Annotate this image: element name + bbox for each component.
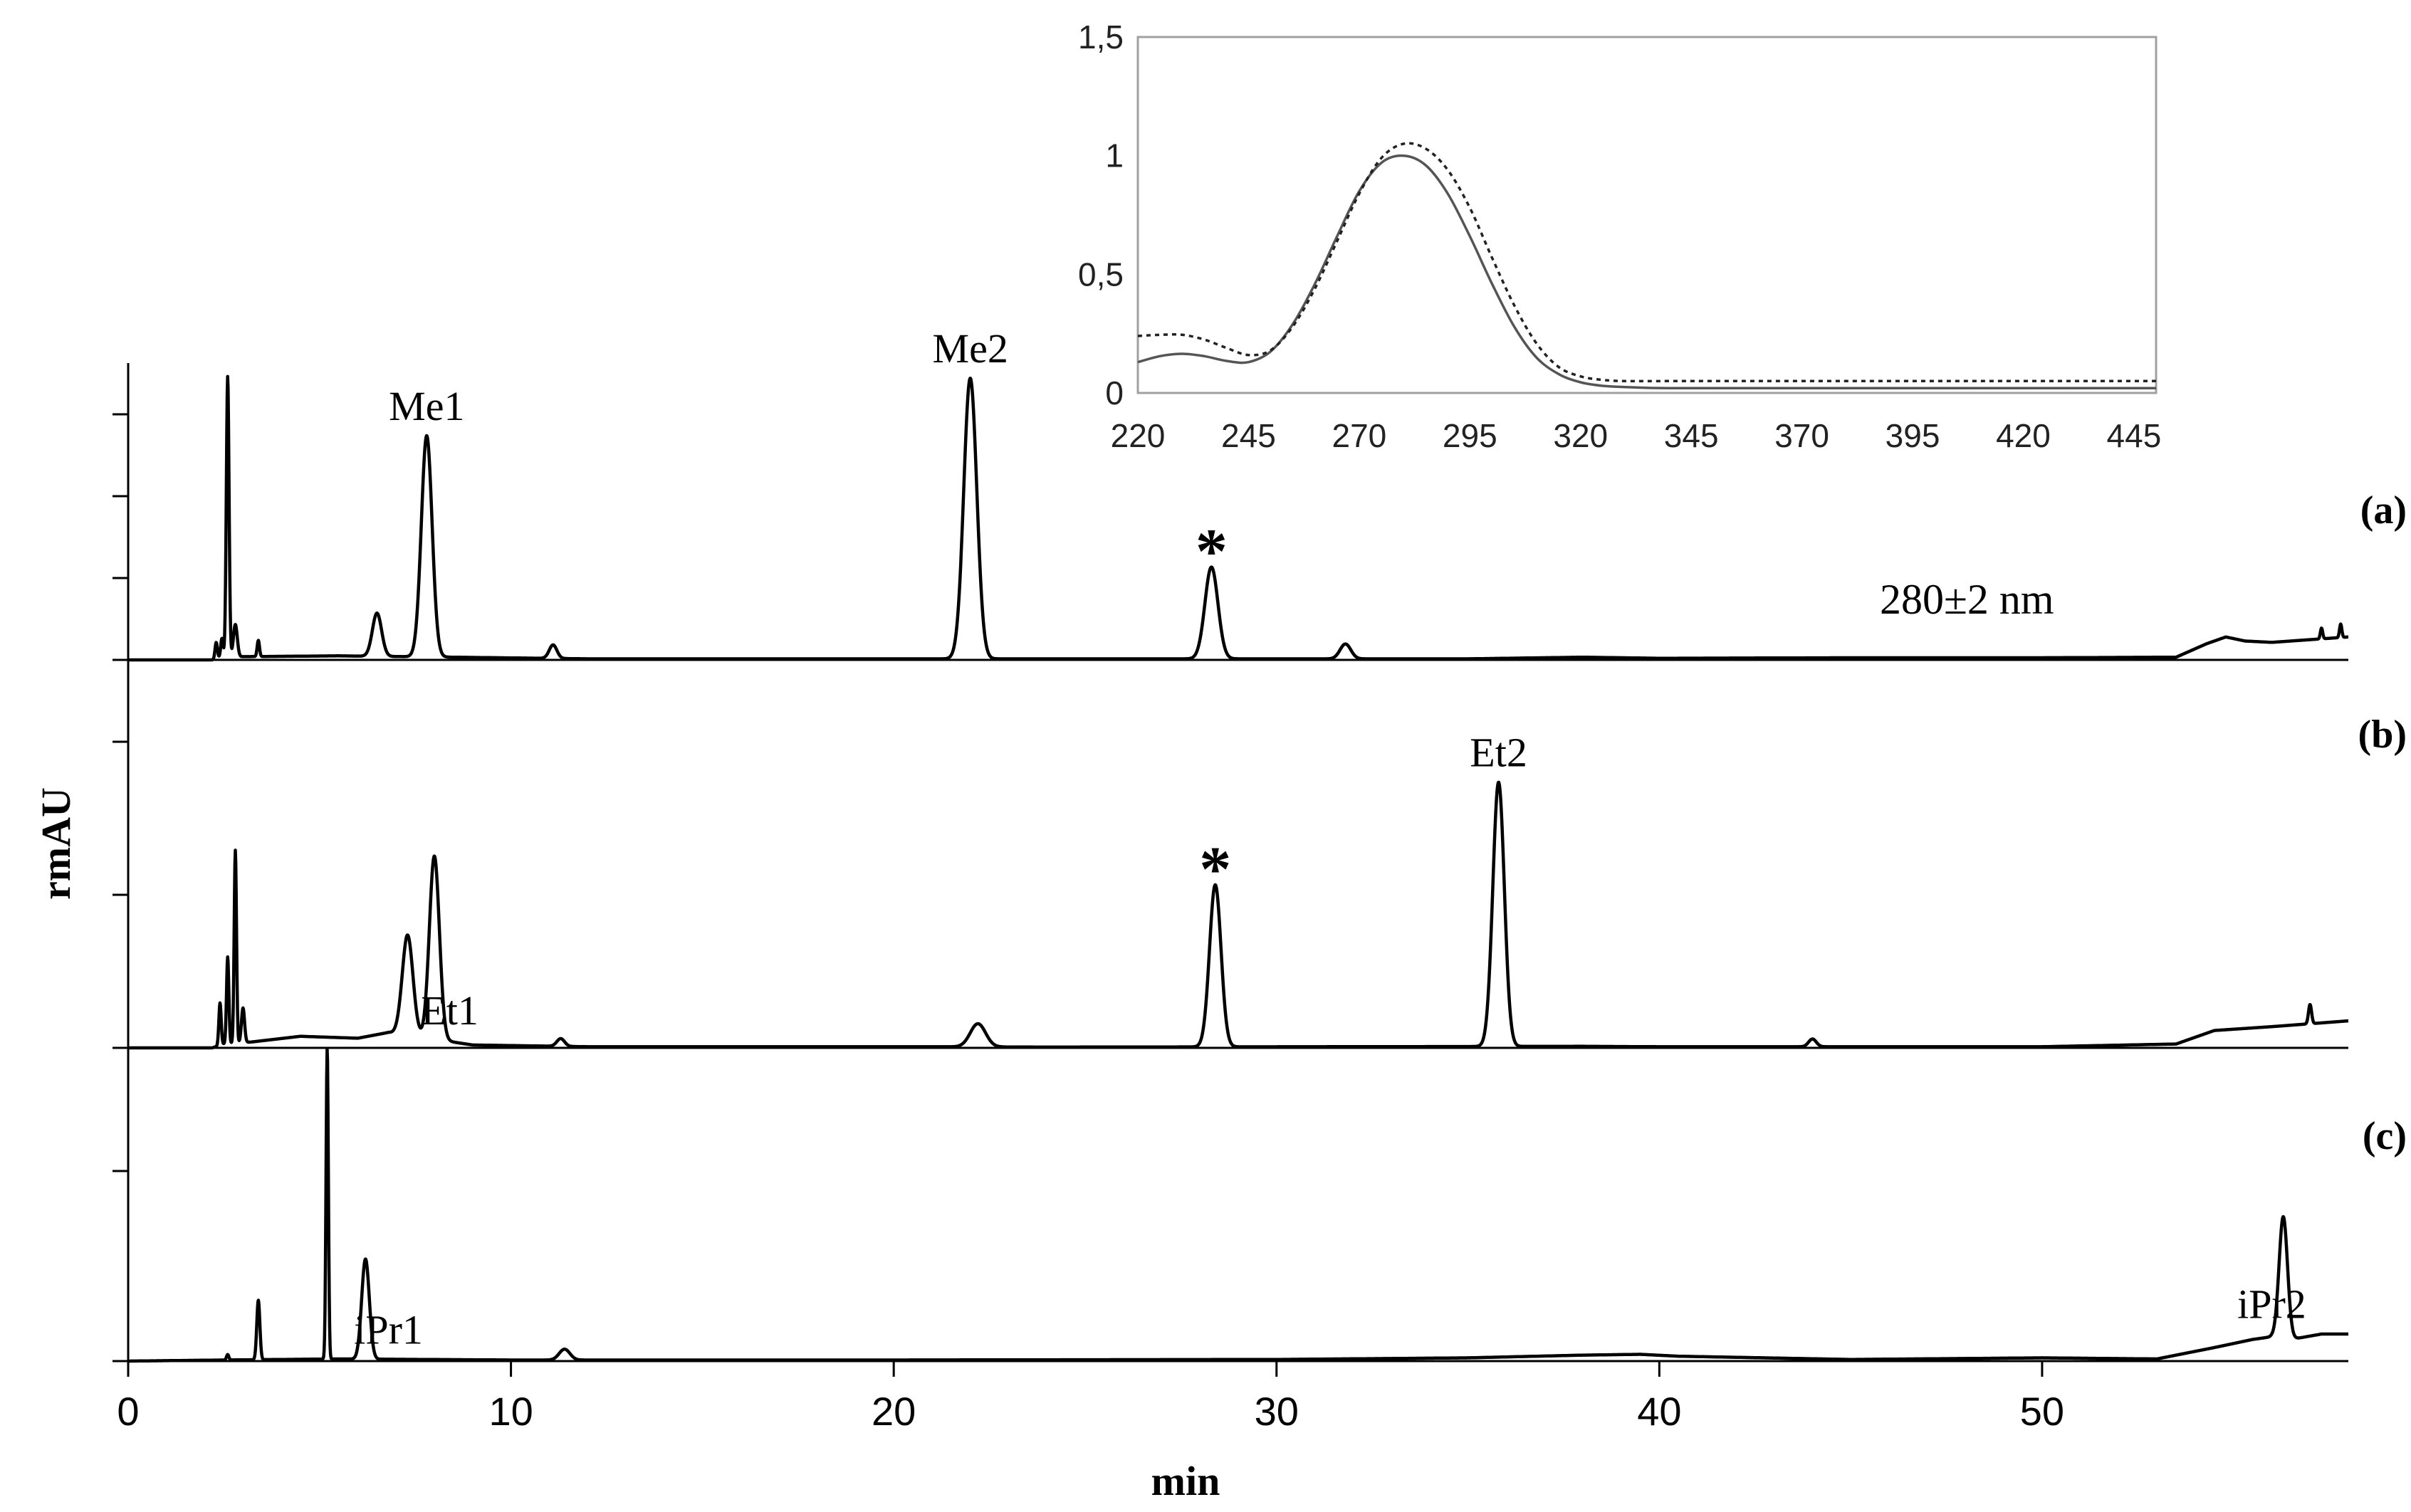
panel-label-a: (a) [2360, 488, 2407, 532]
main-x-tick-label: 30 [1255, 1389, 1299, 1434]
inset-x-tick-label: 295 [1443, 417, 1497, 454]
x-axis-label: min [1151, 1458, 1220, 1504]
inset-y-tick-label: 1,5 [1078, 19, 1124, 56]
inset-x-tick-label: 445 [2107, 417, 2162, 454]
inset-x-tick-label: 395 [1886, 417, 1940, 454]
inset-tick-labels: 220 245 270 295 320 345 370 395 420 445 0 0,5 1 1,5 [1078, 19, 2161, 454]
panel-label-c: (c) [2363, 1114, 2407, 1158]
peak-label-c-0: iPr1 [354, 1306, 423, 1353]
chromatogram-panels: Me1 Me2 * Et1 * Et2 iPr1 iPr2 [127, 325, 2350, 1363]
main-x-tick-label: 10 [488, 1389, 533, 1434]
inset-y-tick-label: 0,5 [1078, 256, 1124, 293]
main-x-tick-labels: 0 10 20 30 40 50 [117, 1389, 2064, 1434]
trace-panel-a [127, 374, 2350, 662]
y-axis-label: rmAU [33, 787, 79, 900]
inset-series [1137, 142, 2156, 390]
peak-label-b-1: * [1199, 834, 1231, 905]
main-tick-marks [113, 413, 2044, 1377]
inset-x-tick-label: 245 [1221, 417, 1276, 454]
inset-frame [1136, 36, 2158, 394]
inset-x-tick-label: 420 [1996, 417, 2051, 454]
panel-label-b: (b) [2358, 713, 2407, 757]
inset-x-tick-label: 270 [1332, 417, 1386, 454]
inset-x-tick-label: 370 [1774, 417, 1829, 454]
peak-label-b-0: Et1 [421, 987, 478, 1034]
inset-x-tick-label: 220 [1111, 417, 1166, 454]
peak-label-c-1: iPr2 [2237, 1281, 2306, 1328]
inset-x-tick-label: 345 [1664, 417, 1719, 454]
main-x-tick-label: 20 [872, 1389, 916, 1434]
main-x-tick-label: 40 [1637, 1389, 1681, 1434]
inset-uv-spectrum: 220 245 270 295 320 345 370 395 420 445 0 0,5 1 1,5 [1078, 19, 2161, 454]
inset-y-tick-label: 0 [1105, 374, 1124, 411]
trace-panel-c [127, 1047, 2350, 1363]
peak-label-a-2: * [1196, 517, 1228, 587]
inset-x-tick-label: 320 [1553, 417, 1608, 454]
main-x-tick-label: 0 [117, 1389, 139, 1434]
wavelength-label: 280±2 nm [1880, 576, 2054, 623]
trace-panel-b [127, 780, 2350, 1050]
main-x-tick-label: 50 [2020, 1389, 2064, 1434]
inset-series-solid [1137, 154, 2156, 390]
peak-label-a-0: Me1 [389, 383, 464, 429]
peak-label-a-1: Me2 [933, 325, 1008, 372]
inset-y-tick-label: 1 [1105, 137, 1124, 174]
peak-label-b-2: Et2 [1470, 730, 1527, 776]
